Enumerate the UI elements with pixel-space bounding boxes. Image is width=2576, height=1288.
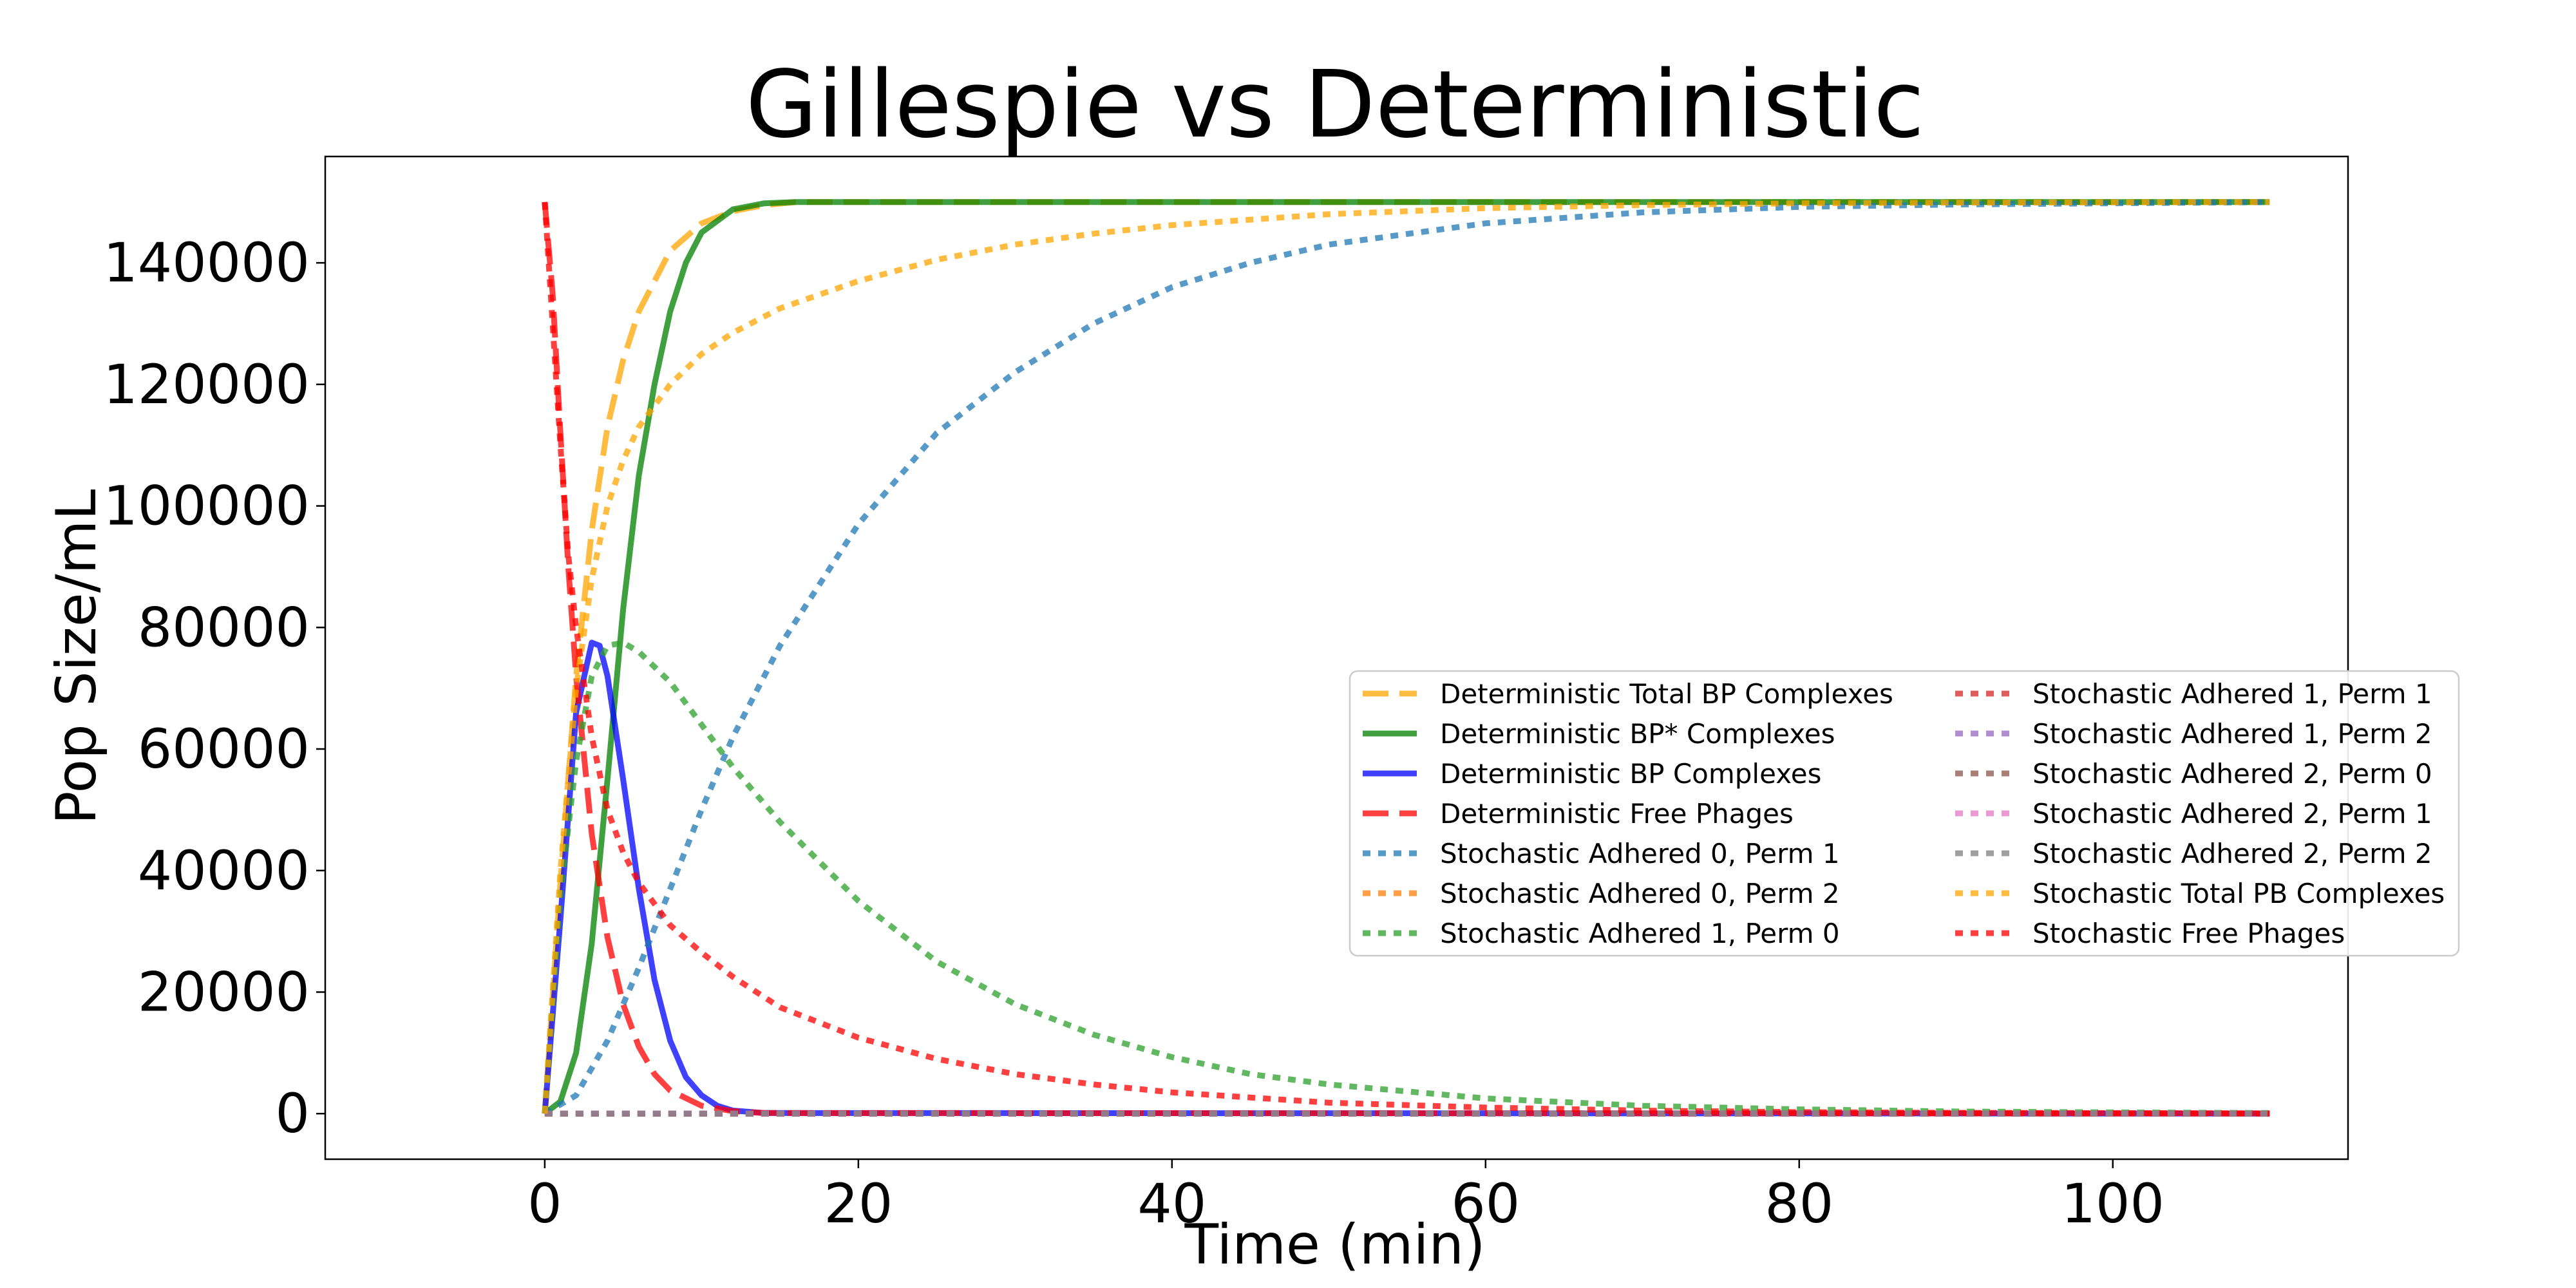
y-axis-ticks: 0 20000 40000 60000 80000 100000 120000 140000 — [103, 231, 325, 1145]
plot-area — [324, 155, 2349, 1160]
legend-frame — [1349, 670, 2460, 957]
legend-label: Stochastic Total PB Complexes — [2032, 878, 2445, 909]
series-line-4 — [542, 202, 2270, 1117]
legend-label: Deterministic BP Complexes — [1440, 758, 1822, 790]
legend-label: Stochastic Adhered 0, Perm 2 — [1440, 878, 1840, 909]
series-line-2 — [543, 199, 2270, 1116]
x-tick-label: 0 — [527, 1172, 562, 1235]
series-line-14 — [542, 202, 2270, 1117]
legend-label: Deterministic Free Phages — [1440, 798, 1794, 829]
series-line-5 — [543, 199, 2270, 1117]
chart-title: Gillespie vs Deterministic — [746, 50, 1924, 158]
y-tick-label: 120000 — [103, 353, 310, 416]
y-tick-label: 80000 — [138, 596, 310, 659]
legend-label: Stochastic Adhered 1, Perm 2 — [2032, 718, 2432, 750]
legend-label: Stochastic Adhered 2, Perm 2 — [2032, 838, 2432, 869]
y-tick-label: 100000 — [103, 475, 310, 538]
legend-label: Stochastic Free Phages — [2032, 918, 2345, 949]
legend-label: Stochastic Adhered 1, Perm 0 — [1440, 918, 1840, 949]
legend-label: Stochastic Adhered 1, Perm 1 — [2032, 678, 2432, 710]
x-axis-label: Time (min) — [1184, 1213, 1485, 1277]
legend-label: Stochastic Adhered 2, Perm 1 — [2032, 798, 2432, 829]
y-tick-label: 60000 — [138, 717, 310, 781]
x-tick-label: 100 — [2061, 1172, 2164, 1235]
x-tick-label: 40 — [1137, 1172, 1206, 1235]
y-tick-label: 0 — [276, 1082, 310, 1145]
x-axis-ticks: 0 20 40 60 80 100 — [527, 1159, 2164, 1235]
series-line-1 — [542, 199, 2270, 1114]
legend-label: Deterministic Total BP Complexes — [1440, 678, 1893, 710]
y-tick-label: 140000 — [103, 231, 310, 294]
legend: Deterministic Total BP Complexes Determin… — [1349, 670, 2460, 957]
x-tick-label: 60 — [1451, 1172, 1520, 1235]
x-tick-label: 80 — [1765, 1172, 1833, 1235]
legend-label: Stochastic Adhered 0, Perm 1 — [1440, 838, 1840, 869]
x-tick-label: 20 — [824, 1172, 893, 1235]
y-axis-label: Pop Size/mL — [44, 489, 109, 825]
y-tick-label: 40000 — [138, 839, 310, 902]
series-line-13 — [542, 199, 2270, 1114]
legend-label: Stochastic Adhered 2, Perm 0 — [2032, 758, 2432, 790]
legend-label: Deterministic BP* Complexes — [1440, 718, 1835, 750]
series-layer — [542, 199, 2270, 1117]
y-tick-label: 20000 — [138, 961, 310, 1024]
series-line-7 — [542, 639, 2270, 1116]
